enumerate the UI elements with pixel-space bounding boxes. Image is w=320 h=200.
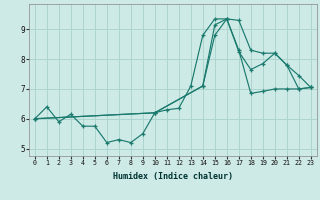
X-axis label: Humidex (Indice chaleur): Humidex (Indice chaleur) — [113, 172, 233, 181]
